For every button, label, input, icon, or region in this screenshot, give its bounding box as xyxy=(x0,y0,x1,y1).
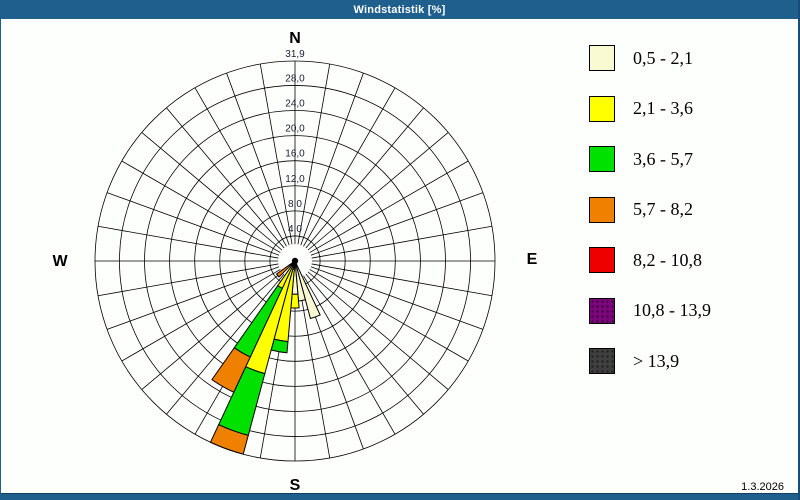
grid-radial-line xyxy=(141,271,283,390)
grid-radial-line xyxy=(310,192,484,256)
date-label: 1.3.2026 xyxy=(741,481,784,493)
ring-value-label: 12,0 xyxy=(285,174,305,185)
grid-radial-line xyxy=(121,160,281,253)
grid-radial-line xyxy=(305,107,424,249)
legend-color-swatch xyxy=(589,247,615,273)
grid-radial-line xyxy=(297,63,331,245)
ring-value-label: 20,0 xyxy=(285,124,305,135)
legend-label: 0,5 - 2,1 xyxy=(633,47,693,68)
grid-radial-line xyxy=(97,225,279,259)
compass-label: N xyxy=(289,30,301,47)
legend-label: > 13,9 xyxy=(633,350,680,371)
legend-color-swatch xyxy=(589,196,615,223)
grid-radial-line xyxy=(303,275,396,435)
ring-value-label: 31,9 xyxy=(285,49,305,60)
grid-radial-line xyxy=(106,266,280,330)
ring-value-label: 4,0 xyxy=(288,224,302,235)
legend-color-swatch xyxy=(589,45,615,71)
grid-radial-line xyxy=(259,63,293,245)
legend-color-swatch xyxy=(589,297,615,324)
grid-radial-line xyxy=(226,72,290,246)
compass-label: W xyxy=(52,253,68,270)
window-titlebar: Windstatistik [%] xyxy=(1,0,798,19)
legend-label: 3,6 - 5,7 xyxy=(633,148,693,169)
wind-rose-bar-segment xyxy=(275,263,292,278)
ring-value-label: 16,0 xyxy=(285,149,305,160)
grid-radial-line xyxy=(97,263,279,297)
grid-radial-line xyxy=(309,269,469,362)
grid-radial-line xyxy=(305,273,424,415)
legend-label: 5,7 - 8,2 xyxy=(633,199,693,219)
legend-item: 8,2 - 10,8 xyxy=(589,246,702,274)
grid-radial-line xyxy=(121,269,281,362)
grid-radial-line xyxy=(300,72,364,246)
window-bottom-bar xyxy=(1,493,798,500)
legend-label: 2,1 - 3,6 xyxy=(633,98,693,118)
legend-label: 10,8 - 13,9 xyxy=(633,300,711,320)
wind-rose-bar-segment xyxy=(294,260,321,320)
legend-color-swatch xyxy=(589,348,615,374)
grid-radial-line xyxy=(309,160,469,253)
legend-item: 0,5 - 2,1 xyxy=(589,44,693,72)
grid-radial-line xyxy=(311,225,493,259)
ring-value-label: 24,0 xyxy=(285,99,305,110)
wind-rose-bar-segment xyxy=(209,423,249,455)
grid-radial-line xyxy=(194,87,287,247)
ring-value-label: 8,0 xyxy=(288,199,302,210)
legend-item: 2,1 - 3,6 xyxy=(589,95,693,123)
grid-radial-line xyxy=(310,266,484,330)
grid-radial-line xyxy=(297,277,331,459)
legend-item: 10,8 - 13,9 xyxy=(589,297,711,325)
legend-color-swatch xyxy=(589,95,615,122)
grid-radial-line xyxy=(166,107,285,249)
rose-center-dot xyxy=(291,257,299,265)
ring-value-label: 28,0 xyxy=(285,73,305,84)
grid-radial-line xyxy=(166,273,285,415)
grid-radial-line xyxy=(307,271,449,390)
wind-rose-bar-segment xyxy=(211,347,251,393)
grid-radial-line xyxy=(106,192,280,256)
window-title: Windstatistik [%] xyxy=(353,3,446,16)
grid-radial-line xyxy=(307,132,449,251)
compass-label: S xyxy=(290,477,301,494)
grid-radial-line xyxy=(311,263,493,297)
grid-radial-line xyxy=(141,132,283,251)
grid-radial-line xyxy=(303,87,396,247)
legend-item: 3,6 - 5,7 xyxy=(589,145,693,173)
legend-item: 5,7 - 8,2 xyxy=(589,196,693,224)
legend-label: 8,2 - 10,8 xyxy=(633,249,702,270)
compass-label: E xyxy=(527,251,538,268)
legend-item: > 13,9 xyxy=(589,347,679,375)
legend-color-swatch xyxy=(589,146,615,172)
